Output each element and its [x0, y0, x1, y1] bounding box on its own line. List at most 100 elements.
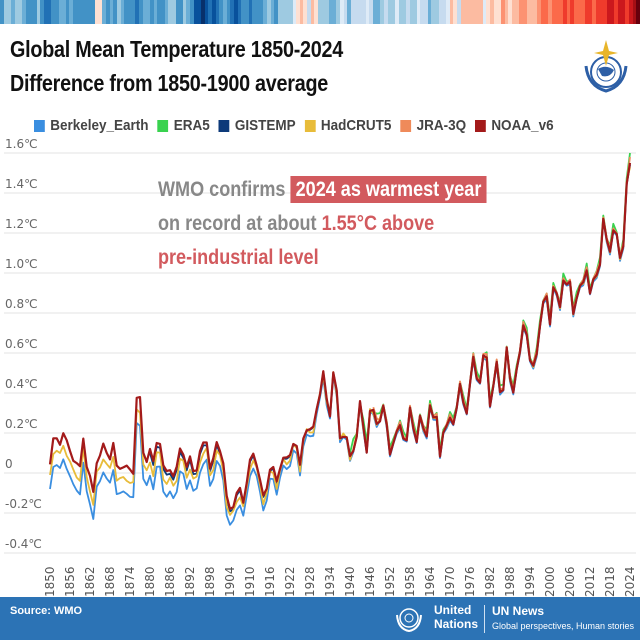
stripe: [453, 0, 458, 24]
stripe: [435, 0, 439, 24]
stripe: [592, 0, 596, 24]
stripe: [464, 0, 468, 24]
y-tick-label: 1.0℃: [5, 257, 38, 271]
stripe: [405, 0, 410, 24]
stripe: [354, 0, 359, 24]
stripe: [497, 0, 501, 24]
stripe: [175, 0, 180, 24]
x-tick-label: 1868: [103, 566, 117, 597]
stripe: [146, 0, 150, 24]
stripe: [563, 0, 567, 24]
stripe: [54, 0, 59, 24]
x-tick-label: 1928: [303, 566, 317, 597]
y-tick-label: 1.6℃: [5, 137, 38, 151]
warming-stripes: [0, 0, 640, 24]
legend-label: JRA-3Q: [416, 117, 467, 134]
stripe: [212, 0, 216, 24]
un-news-tagline: Global perspectives, Human stories: [492, 621, 635, 631]
stripe: [310, 0, 315, 24]
stripe: [43, 0, 48, 24]
stripe: [471, 0, 476, 24]
chart-legend: Berkeley_Earth ERA5 GISTEMP HadCRUT5 JRA-3Q N…: [34, 117, 554, 134]
stripe: [478, 0, 483, 24]
line-chart: 1.6℃ 1.4℃ 1.2℃ 1.0℃ 0.8℃ 0.6℃ 0.4℃ 0.2℃ 0 -0.2℃ -0…: [4, 137, 637, 597]
stripe: [259, 0, 264, 24]
stripe: [153, 0, 158, 24]
stripe: [215, 0, 220, 24]
wmo-emblem-icon: [584, 40, 628, 93]
stripe: [508, 0, 512, 24]
y-tick-label: -0.2℃: [5, 497, 42, 511]
stripe: [73, 0, 77, 24]
un-news-title: UN News: [492, 604, 545, 618]
stripe: [321, 0, 326, 24]
x-tick-label: 1946: [363, 566, 377, 597]
stripe: [51, 0, 55, 24]
source-label: Source: WMO: [10, 605, 83, 617]
stripe: [588, 0, 593, 24]
stripe: [29, 0, 33, 24]
stripe: [201, 0, 205, 24]
stripe: [138, 0, 143, 24]
stripe: [285, 0, 289, 24]
annotation-text-1: WMO confirms: [158, 178, 286, 201]
stripe: [446, 0, 450, 24]
stripe: [120, 0, 125, 24]
stripe: [544, 0, 549, 24]
stripe: [223, 0, 227, 24]
legend-swatch: [218, 119, 230, 132]
stripe: [208, 0, 213, 24]
stripe: [632, 0, 637, 24]
stripe: [526, 0, 531, 24]
stripe: [226, 0, 231, 24]
stripe: [135, 0, 139, 24]
stripe: [281, 0, 286, 24]
y-tick-label: -0.4℃: [5, 537, 42, 551]
stripe: [468, 0, 472, 24]
x-tick-label: 1952: [383, 566, 397, 597]
stripe: [358, 0, 362, 24]
stripe: [394, 0, 399, 24]
stripe: [87, 0, 92, 24]
x-tick-label: 1886: [163, 566, 177, 597]
stripe: [32, 0, 37, 24]
stripe: [457, 0, 461, 24]
stripe: [36, 0, 41, 24]
series-line-noaa-v6: [48, 162, 632, 510]
stripe: [482, 0, 487, 24]
x-tick-label: 1916: [263, 566, 277, 597]
stripe: [237, 0, 242, 24]
stripe: [84, 0, 88, 24]
stripe: [511, 0, 516, 24]
org-line-2: Nations: [434, 617, 479, 631]
stripe: [197, 0, 202, 24]
stripe: [149, 0, 154, 24]
legend-item: HadCRUT5: [304, 117, 392, 134]
stripe: [500, 0, 505, 24]
stripe: [361, 0, 366, 24]
series-line-berkeley-earth: [49, 162, 631, 526]
y-tick-label: 0.6℃: [5, 337, 38, 351]
x-tick-label: 1880: [143, 566, 157, 597]
stripe: [336, 0, 341, 24]
stripe: [160, 0, 165, 24]
x-tick-label: 1958: [403, 566, 417, 597]
stripe: [266, 0, 271, 24]
stripe: [219, 0, 224, 24]
stripe: [248, 0, 253, 24]
stripe: [204, 0, 209, 24]
stripe: [186, 0, 191, 24]
stripe: [559, 0, 564, 24]
legend-label: HadCRUT5: [320, 117, 392, 134]
stripe: [449, 0, 454, 24]
stripe: [387, 0, 392, 24]
stripe: [10, 0, 15, 24]
stripe: [372, 0, 377, 24]
stripe: [270, 0, 275, 24]
stripe: [606, 0, 611, 24]
un-emblem-icon: [396, 608, 422, 633]
x-tick-label: 2006: [563, 566, 577, 597]
stripe: [585, 0, 589, 24]
stripe: [351, 0, 355, 24]
stripe: [376, 0, 381, 24]
